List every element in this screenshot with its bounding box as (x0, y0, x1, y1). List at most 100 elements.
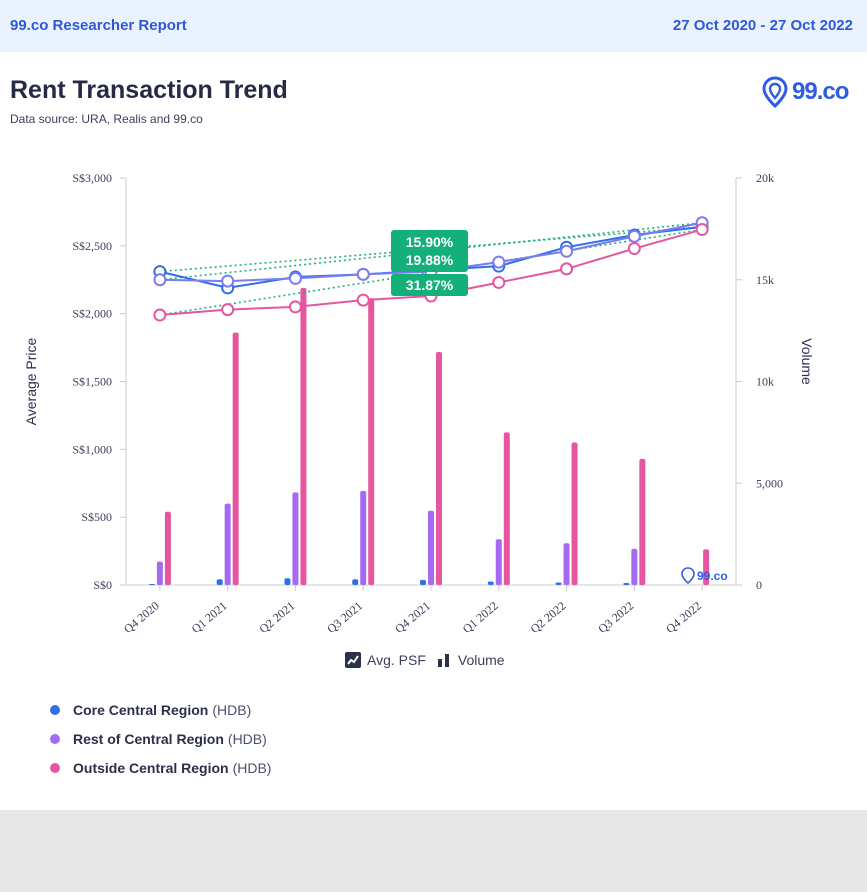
region-legend-item[interactable]: Core Central Region (HDB) (50, 695, 271, 724)
volume-bar (300, 287, 307, 585)
region-suffix: (HDB) (227, 730, 267, 747)
volume-bar (156, 561, 163, 585)
left-tick-label: S$2,500 (72, 239, 112, 253)
report-header-bar: 99.co Researcher Report 27 Oct 2020 - 27… (0, 0, 867, 52)
legend-volume[interactable]: Volume (436, 652, 505, 668)
line-chart-icon (345, 652, 361, 668)
price-marker (492, 275, 506, 289)
trend-line (159, 228, 703, 316)
region-suffix: (HDB) (212, 701, 252, 718)
series-type-legend: Avg. PSF Volume (345, 652, 505, 668)
x-tick-label: Q4 2020 (121, 599, 162, 637)
volume-bar (563, 543, 570, 585)
volume-bar (224, 503, 231, 585)
volume-bar (487, 581, 494, 585)
volume-bar (232, 332, 239, 585)
price-marker (288, 271, 302, 285)
report-date-range: 27 Oct 2020 - 27 Oct 2022 (672, 17, 853, 34)
volume-bar (368, 298, 375, 585)
volume-bar (148, 583, 155, 585)
price-marker (627, 242, 641, 256)
right-tick-label: 5,000 (756, 476, 783, 490)
left-tick-label: S$2,000 (72, 307, 112, 321)
price-marker (560, 244, 574, 258)
price-marker (221, 274, 235, 288)
price-marker (221, 303, 235, 317)
price-marker (356, 267, 370, 281)
region-legend-item[interactable]: Rest of Central Region (HDB) (50, 724, 271, 753)
trend-line (159, 226, 703, 273)
logo-text: 99.co (792, 78, 849, 105)
location-pin-icon (762, 76, 788, 108)
right-axis-title: Volume (799, 338, 815, 385)
x-tick-label: Q2 2022 (528, 599, 569, 637)
page-subtitle: Data source: URA, Realis and 99.co (10, 112, 203, 126)
price-marker (492, 255, 506, 269)
rent-trend-chart: S$0 S$500 S$1,000 S$1,500 S$2,000 S$2,500 S$3,… (23, 171, 815, 637)
volume-bar (555, 582, 562, 585)
volume-bar (703, 549, 710, 585)
volume-bar (360, 490, 367, 585)
region-color-dot (50, 733, 60, 744)
volume-bar (623, 582, 630, 585)
report-title: 99.co Researcher Report (10, 17, 187, 34)
x-tick-label: Q4 2022 (663, 599, 704, 637)
growth-label-box (391, 274, 468, 296)
region-name: Core Central Region (73, 701, 209, 718)
volume-bar (216, 579, 223, 585)
volume-bar (292, 492, 299, 585)
region-name: Outside Central Region (73, 759, 229, 776)
volume-bar (284, 578, 291, 585)
legend-avg-psf[interactable]: Avg. PSF (345, 652, 426, 668)
volume-bar (428, 510, 434, 585)
volume-bar (436, 351, 442, 585)
x-tick-label: Q2 2021 (256, 599, 297, 637)
left-tick-label: S$1,000 (72, 442, 112, 456)
chart-watermark: 99.co (697, 569, 728, 583)
x-tick-label: Q4 2021 (392, 599, 433, 637)
bar-chart-icon (437, 654, 449, 667)
region-suffix: (HDB) (232, 759, 272, 776)
volume-bar (495, 539, 502, 585)
volume-bar (631, 548, 638, 585)
left-tick-label: S$3,000 (72, 171, 112, 185)
price-marker (627, 229, 641, 243)
growth-label-box (391, 230, 468, 272)
left-tick-label: S$1,500 (72, 375, 112, 389)
volume-bar (503, 432, 510, 585)
region-color-dot (50, 762, 60, 773)
volume-bar (352, 579, 359, 585)
growth-label: 15.90% (406, 234, 454, 250)
growth-label: 31.87% (406, 277, 454, 293)
price-marker (695, 223, 709, 237)
volume-bar (420, 579, 426, 585)
volume-bar (164, 511, 171, 585)
price-marker (153, 273, 167, 287)
left-tick-label: S$500 (81, 510, 112, 524)
price-marker (288, 300, 302, 314)
brand-logo: 99.co (762, 74, 849, 110)
left-axis-title: Average Price (23, 337, 39, 425)
region-legend-item[interactable]: Outside Central Region (HDB) (50, 753, 271, 782)
trend-line (159, 221, 703, 281)
right-tick-label: 0 (756, 578, 762, 592)
legend-volume-label: Volume (457, 652, 505, 668)
x-tick-label: Q3 2022 (595, 599, 636, 637)
x-tick-label: Q1 2021 (189, 599, 230, 637)
volume-bar (639, 458, 646, 585)
page-title: Rent Transaction Trend (10, 76, 288, 104)
x-tick-label: Q1 2022 (460, 599, 501, 637)
right-tick-label: 10k (756, 375, 774, 389)
price-marker (560, 262, 574, 276)
growth-label: 19.88% (406, 252, 454, 268)
region-name: Rest of Central Region (73, 730, 224, 747)
right-tick-label: 20k (756, 171, 774, 185)
volume-bar (571, 442, 578, 585)
price-marker (153, 308, 167, 322)
region-color-dot (50, 704, 60, 715)
left-tick-label: S$0 (93, 578, 112, 592)
right-tick-label: 15k (756, 273, 774, 287)
x-tick-label: Q3 2021 (324, 599, 365, 637)
region-legend: Core Central Region (HDB) Rest of Centra… (50, 695, 271, 782)
price-marker (356, 293, 370, 307)
